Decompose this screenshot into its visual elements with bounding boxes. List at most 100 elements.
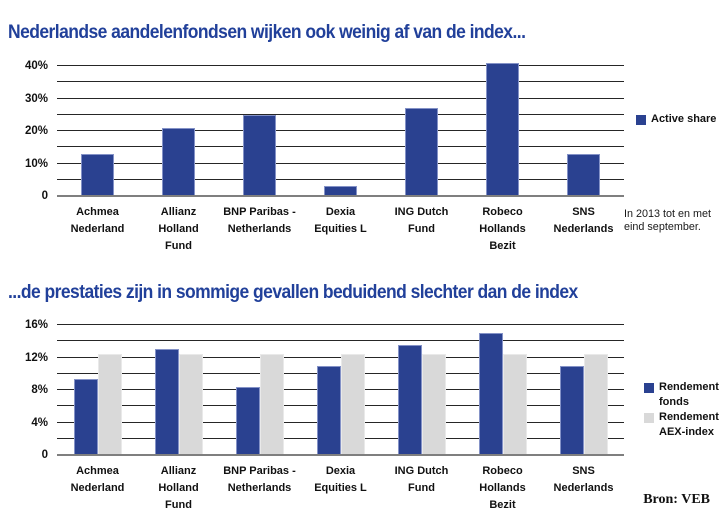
x-axis-labels: Achmea Nederland Allianz Holland Fund BNP Par… <box>57 455 624 514</box>
bar-rendement-aex-index <box>421 354 446 455</box>
legend-label: Rendement fonds <box>659 381 719 408</box>
x-category-label-line: Holland <box>158 482 199 494</box>
y-tick-label: 4% <box>31 416 48 429</box>
bar-rendement-aex-index <box>583 354 608 455</box>
y-tick-label: 12% <box>24 351 48 364</box>
chart-side-panel: Active share In 2013 tot en met eind sep… <box>624 66 719 255</box>
legend-swatch <box>636 115 646 125</box>
x-category-label-line: Fund <box>165 240 192 252</box>
y-axis: 0 4% 8% 12% 16% <box>0 319 57 461</box>
legend: Active share <box>636 112 719 127</box>
x-category-label-line: Nederlands <box>553 223 614 235</box>
x-category-label-line: SNS <box>572 206 595 218</box>
gridline <box>57 146 624 148</box>
bar-rendement-aex-index <box>502 354 527 455</box>
x-category-label: ING Dutch Fund <box>381 204 462 255</box>
gridline <box>57 81 624 83</box>
legend-label: Active share <box>651 113 717 125</box>
legend-item: Active share <box>636 112 719 127</box>
chart-title-active-share: Nederlandse aandelenfondsen wijken ook w… <box>8 22 526 43</box>
bar-rendement-aex-index <box>97 354 122 455</box>
x-category-label: Robeco Hollands Bezit <box>462 463 543 514</box>
bar-rendement-aex-index <box>259 354 284 455</box>
bar-rendement-aex-index <box>340 354 365 455</box>
gridline <box>57 130 624 131</box>
x-category-label: BNP Paribas - Netherlands <box>219 463 300 514</box>
x-axis-line <box>57 195 624 197</box>
bar-active-share <box>567 153 600 196</box>
gridline <box>57 65 624 66</box>
gridline <box>57 113 624 115</box>
chart-footnote: In 2013 tot en met eind september. <box>624 208 712 233</box>
bar-rendement-aex-index <box>178 354 203 455</box>
chart-title-rendement: ...de prestaties zijn in sommige gevalle… <box>8 282 578 303</box>
x-category-label-line: ING Dutch <box>394 206 449 218</box>
x-axis-labels: Achmea Nederland Allianz Holland Fund BNP Par… <box>57 196 624 255</box>
x-category-label-line: Robeco <box>482 465 523 477</box>
gridline <box>57 162 624 164</box>
y-axis: 0 10% 20% 30% 40% <box>0 60 57 202</box>
plot-area <box>57 62 624 197</box>
gridline <box>57 97 624 99</box>
bar-active-share <box>81 153 114 196</box>
x-category-label-line: BNP Paribas - <box>223 465 296 477</box>
legend-item: Rendement AEX-index <box>644 410 719 440</box>
x-category-label-line: Robeco <box>482 206 523 218</box>
y-tick-label: 10% <box>24 157 48 170</box>
x-category-label: ING Dutch Fund <box>381 463 462 514</box>
gridline <box>57 324 624 325</box>
bar-active-share <box>324 186 357 196</box>
legend-swatch <box>644 383 654 393</box>
x-category-label: Achmea Nederland <box>57 463 138 514</box>
gridline <box>57 178 624 180</box>
x-category-label-line: ING Dutch <box>394 465 449 477</box>
y-tick-label: 20% <box>24 125 48 137</box>
x-category-label-line: Achmea <box>76 465 119 477</box>
x-category-label-line: Fund <box>408 223 435 235</box>
bar-rendement-fonds <box>478 333 503 455</box>
x-category-label: Dexia Equities L <box>300 463 381 514</box>
legend: Rendement fonds Rendement AEX-index <box>644 380 719 440</box>
x-category-label-line: Holland <box>158 223 199 235</box>
x-category-label-line: Netherlands <box>227 482 292 494</box>
bar-rendement-fonds <box>316 365 341 455</box>
x-category-label-line: Fund <box>408 482 435 494</box>
x-category-label-line: Netherlands <box>227 223 292 235</box>
x-category-label: Robeco Hollands Bezit <box>462 204 543 255</box>
x-category-label-line: Bezit <box>489 499 516 511</box>
x-axis-line <box>57 454 624 456</box>
x-category-label: Allianz Holland Fund <box>138 204 219 255</box>
x-category-label-line: Equities L <box>314 482 367 494</box>
x-category-label-line: Dexia <box>325 206 356 218</box>
chart-active-share: 0 10% 20% 30% 40% Achmea Nederland Allianz Holl… <box>0 60 719 255</box>
x-category-label-line: Nederland <box>70 223 125 235</box>
x-category-label: SNS Nederlands <box>543 204 624 255</box>
x-category-label: BNP Paribas - Netherlands <box>219 204 300 255</box>
x-category-label-line: Fund <box>165 499 192 511</box>
x-category-label-line: Hollands <box>479 482 526 494</box>
x-category-label-line: BNP Paribas - <box>223 206 296 218</box>
y-tick-label: 16% <box>24 319 48 331</box>
legend-item: Rendement fonds <box>644 380 719 410</box>
x-category-label: SNS Nederlands <box>543 463 624 514</box>
bar-rendement-fonds <box>397 345 422 455</box>
bar-rendement-fonds <box>235 386 260 455</box>
y-tick-label: 40% <box>24 60 48 72</box>
x-category-label-line: Nederland <box>70 482 125 494</box>
y-tick-label: 0 <box>41 190 48 202</box>
x-category-label-line: Achmea <box>76 206 119 218</box>
plot-area <box>57 324 624 456</box>
x-category-label-line: Allianz <box>160 465 197 477</box>
gridline <box>57 340 624 342</box>
bar-active-share <box>162 127 195 196</box>
x-category-label-line: Hollands <box>479 223 526 235</box>
x-category-label-line: Nederlands <box>553 482 614 494</box>
chart-side-panel: Rendement fonds Rendement AEX-index <box>624 325 719 514</box>
x-category-label: Achmea Nederland <box>57 204 138 255</box>
x-category-label-line: SNS <box>572 465 595 477</box>
bar-active-share <box>243 114 276 196</box>
legend-label: Rendement AEX-index <box>659 411 719 438</box>
source-credit: Bron: VEB <box>643 492 710 507</box>
x-category-label-line: Equities L <box>314 223 367 235</box>
